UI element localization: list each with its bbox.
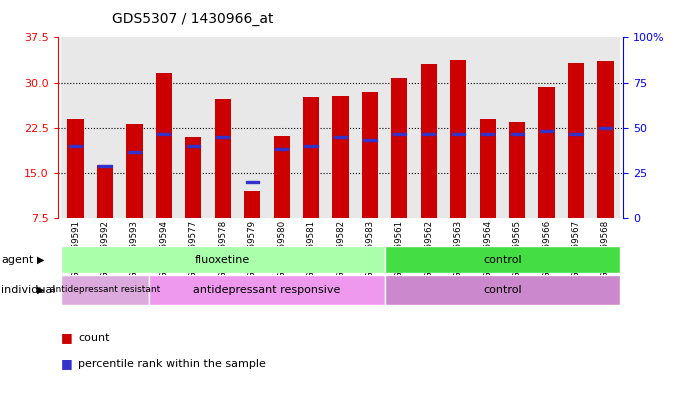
Bar [156,73,172,218]
Bar [216,136,229,138]
Bar [97,165,113,218]
Bar [450,60,466,218]
Bar [473,37,503,218]
Bar [128,151,141,153]
Bar [393,133,406,135]
Bar [127,123,142,218]
Bar [385,37,414,218]
Bar [208,37,238,218]
Text: ▶: ▶ [37,285,45,295]
Bar [597,61,614,218]
Bar [332,96,349,218]
Bar [157,133,170,135]
Bar [67,119,84,218]
Bar [246,181,259,183]
Bar [69,145,82,147]
Text: ■: ■ [61,331,73,345]
Bar [61,246,385,273]
Bar [296,37,326,218]
Text: antidepressant resistant: antidepressant resistant [50,285,160,294]
Bar [274,136,289,218]
Bar [443,37,473,218]
Text: individual: individual [1,285,56,295]
Bar [98,165,112,167]
Bar [362,92,378,218]
Bar [392,78,407,218]
Bar [149,275,385,305]
Text: fluoxetine: fluoxetine [195,255,251,265]
Bar [267,37,296,218]
Bar [540,130,553,132]
Bar [452,133,465,135]
Text: ■: ■ [61,357,73,370]
Bar [303,97,319,218]
Bar [149,37,178,218]
Text: antidepressant responsive: antidepressant responsive [193,285,340,295]
Bar [479,119,496,218]
Bar [91,37,120,218]
Bar [532,37,561,218]
Bar [414,37,443,218]
Bar [364,139,377,141]
Bar [244,191,260,218]
Text: ▶: ▶ [37,255,45,265]
Bar [421,64,437,218]
Bar [509,122,525,218]
Bar [481,133,494,135]
Bar [215,99,231,218]
Bar [326,37,355,218]
Bar [61,275,149,305]
Text: percentile rank within the sample: percentile rank within the sample [78,358,266,369]
Bar [275,148,288,150]
Bar [561,37,590,218]
Bar [511,133,524,135]
Bar [569,133,583,135]
Bar [355,37,385,218]
Bar [503,37,532,218]
Bar [334,136,347,138]
Bar [385,275,620,305]
Text: control: control [483,255,522,265]
Bar [178,37,208,218]
Bar [539,87,554,218]
Text: agent: agent [1,255,34,265]
Bar [590,37,620,218]
Bar [185,137,202,218]
Bar [61,37,91,218]
Bar [187,145,200,147]
Bar [422,133,435,135]
Bar [238,37,267,218]
Text: count: count [78,333,110,343]
Bar [599,127,612,129]
Bar [120,37,149,218]
Text: GDS5307 / 1430966_at: GDS5307 / 1430966_at [112,12,274,26]
Bar [385,246,620,273]
Text: control: control [483,285,522,295]
Bar [568,63,584,218]
Bar [304,145,317,147]
